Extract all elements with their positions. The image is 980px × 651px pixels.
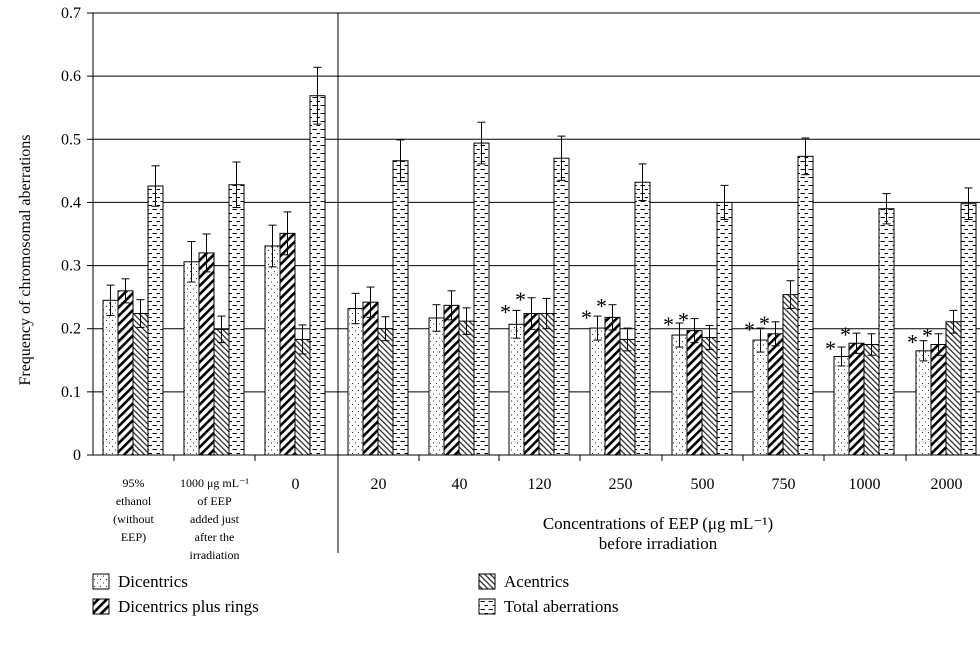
significance-marker: *	[907, 330, 918, 355]
legend-swatch-dots	[92, 573, 110, 590]
bar-light-hatch	[538, 313, 555, 456]
y-tick-label: 0.4	[61, 194, 81, 211]
bar-hatch	[848, 342, 865, 456]
bar-hatch	[523, 313, 540, 456]
x-tick-label: 2000	[931, 476, 963, 493]
bar-light-hatch	[782, 294, 799, 456]
x-tick-label: irradiation	[190, 548, 240, 562]
bar-dashes	[797, 155, 814, 456]
x-tick-label: ethanol	[116, 494, 152, 508]
x-tick-label: 1000	[849, 476, 881, 493]
legend-label: Acentrics	[504, 572, 569, 591]
bar-dashes	[147, 185, 164, 456]
significance-marker: *	[825, 336, 836, 361]
y-tick-label: 0	[73, 447, 81, 464]
y-tick-label: 0.6	[61, 68, 81, 85]
bar-hatch	[930, 344, 947, 456]
bar-dashes	[473, 142, 490, 456]
significance-marker: *	[840, 322, 851, 347]
bar-light-hatch	[377, 328, 394, 456]
x-tick-label: 750	[772, 476, 796, 493]
bar-hatch	[198, 252, 215, 456]
x-tick-label: 250	[609, 476, 633, 493]
bar-light-hatch	[619, 338, 636, 456]
legend-label: Total aberrations	[504, 597, 618, 616]
x-axis-title-line-2: before irradiation	[599, 534, 718, 553]
bar-dashes	[878, 208, 895, 456]
x-tick-label: 20	[371, 476, 387, 493]
bar-dots	[347, 308, 364, 456]
legend-swatch-light-hatch	[478, 573, 496, 590]
bar-dots	[508, 323, 525, 456]
bar-dots	[915, 350, 932, 456]
x-tick-label: 95%	[123, 476, 145, 490]
y-tick-label: 0.5	[61, 131, 81, 148]
x-tick-label: added just	[190, 512, 240, 526]
bar-dots	[183, 261, 200, 456]
x-tick-label: 0	[292, 476, 300, 493]
bar-hatch	[279, 232, 296, 456]
bar-dots	[589, 327, 606, 456]
x-tick-label: 120	[528, 476, 552, 493]
y-tick-label: 0.3	[61, 258, 81, 275]
bar-hatch	[604, 316, 621, 456]
significance-marker: *	[744, 317, 755, 342]
bar-hatch	[362, 301, 379, 456]
bar-hatch	[686, 330, 703, 456]
bar-dashes	[960, 203, 977, 456]
x-tick-label: 1000 μg mL⁻¹	[180, 476, 249, 490]
bar-light-hatch	[701, 337, 718, 456]
bar-dots	[102, 299, 119, 456]
x-axis: 95% ethanol (without EEP) 1000 μg mL⁻¹ of EEP…	[93, 13, 980, 562]
x-tick-label: of EEP	[197, 494, 232, 508]
significance-marker: *	[581, 305, 592, 330]
bar-dashes	[309, 95, 326, 456]
legend-swatch-hatch	[92, 598, 110, 615]
x-axis-title-line-1: Concentrations of EEP (μg mL⁻¹)	[543, 514, 773, 533]
bar-light-hatch	[294, 338, 311, 456]
bar-dashes	[392, 160, 409, 456]
significance-marker: *	[515, 287, 526, 312]
bar-light-hatch	[213, 328, 230, 456]
y-axis-title: Frequency of chromosomal aberrations	[17, 134, 34, 385]
significance-marker: *	[922, 323, 933, 348]
bar-dashes	[553, 157, 570, 456]
x-tick-label: (without	[113, 512, 154, 526]
y-tick-label: 0.7	[61, 5, 81, 22]
bar-dots	[833, 355, 850, 456]
x-tick-label: EEP)	[121, 530, 146, 544]
legend: Dicentrics Dicentrics plus rings Acentrics…	[92, 572, 618, 616]
x-tick-label: after the	[195, 530, 235, 544]
legend-swatch-dashes	[478, 598, 496, 615]
y-axis: 0 0.1 0.2 0.3 0.4 0.5 0.6 0.7	[61, 5, 94, 464]
bar-hatch	[443, 304, 460, 456]
y-tick-label: 0.1	[61, 384, 81, 401]
bar-dashes	[634, 181, 651, 456]
bar-hatch	[767, 333, 784, 456]
bar-dots	[428, 317, 445, 456]
x-tick-label: 40	[452, 476, 468, 493]
x-tick-label: 500	[691, 476, 715, 493]
bar-dots	[752, 339, 769, 456]
bar-light-hatch	[132, 313, 149, 456]
bar-dashes	[228, 184, 245, 456]
y-tick-label: 0.2	[61, 321, 81, 338]
bars: * * * ** ** ** * * *	[102, 66, 977, 456]
bar-dots	[264, 245, 281, 456]
legend-label: Dicentrics	[118, 572, 188, 591]
bar-dashes	[716, 201, 733, 456]
bar-light-hatch	[945, 321, 962, 456]
bar-light-hatch	[863, 344, 880, 456]
significance-marker: *	[678, 308, 689, 333]
significance-marker: *	[500, 299, 511, 324]
bar-hatch	[117, 290, 134, 456]
significance-marker: *	[759, 311, 770, 336]
bar-light-hatch	[458, 320, 475, 456]
significance-marker: *	[596, 294, 607, 319]
bar-dots	[671, 334, 688, 456]
legend-label: Dicentrics plus rings	[118, 597, 259, 616]
significance-marker: *	[663, 312, 674, 337]
